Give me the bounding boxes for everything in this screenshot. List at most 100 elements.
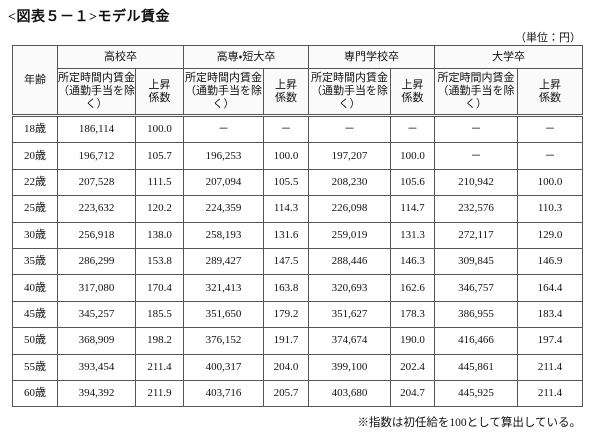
header-line: （通勤手当を除く） xyxy=(185,85,262,110)
value-cell: 445,925 xyxy=(434,379,518,408)
value-cell: 289,427 xyxy=(183,247,264,276)
value-cell: 416,466 xyxy=(434,327,518,355)
value-cell: 256,918 xyxy=(57,221,136,249)
value-cell: 399,100 xyxy=(308,353,391,381)
value-cell: 286,299 xyxy=(57,247,136,276)
value-cell: 147.5 xyxy=(263,247,309,276)
age-cell: 25歳 xyxy=(12,195,58,223)
value-cell: 131.6 xyxy=(263,221,309,249)
value-cell: 196,712 xyxy=(57,142,136,170)
header-line: 所定時間内賃金 xyxy=(437,72,515,84)
value-cell: 403,680 xyxy=(308,379,391,408)
group-header: 専門学校卒 xyxy=(308,45,435,69)
value-cell: － xyxy=(263,114,309,144)
value-cell: － xyxy=(390,114,435,144)
wage-header: 所定時間内賃金 （通勤手当を除く） xyxy=(57,68,136,116)
row: 20歳 196,712 105.7 196,253 100.0 197,207 100.0 －… xyxy=(12,142,583,170)
coef-header: 上昇 係数 xyxy=(263,68,309,116)
coef-header: 上昇 係数 xyxy=(517,68,583,116)
header-line: 上昇 xyxy=(401,78,424,91)
value-cell: 345,257 xyxy=(57,300,136,329)
wage-table: 年齢 高校卒 高専・短大卒 専門学校卒 大学卒 所定時間内賃金 （通勤手当を除く） 上昇 係数… xyxy=(12,45,583,408)
header-line: 係数 xyxy=(539,91,561,104)
value-cell: － xyxy=(517,114,583,144)
row: 40歳 317,080 170.4 321,413 163.8 320,693 162.6 3… xyxy=(12,274,583,302)
value-cell: 153.8 xyxy=(135,247,184,276)
value-cell: 351,650 xyxy=(183,300,264,329)
value-cell: － xyxy=(308,114,391,144)
value-cell: 100.0 xyxy=(263,142,309,170)
value-cell: 309,845 xyxy=(434,247,518,276)
value-cell: 197.4 xyxy=(517,327,583,355)
value-cell: 202.4 xyxy=(390,353,435,381)
age-cell: 18歳 xyxy=(12,114,58,144)
group-header: 高専・短大卒 xyxy=(183,45,309,69)
value-cell: 190.0 xyxy=(390,327,435,355)
age-cell: 55歳 xyxy=(12,353,58,381)
value-cell: 288,446 xyxy=(308,247,391,276)
value-cell: 445,861 xyxy=(434,353,518,381)
value-cell: 105.5 xyxy=(263,168,309,197)
value-cell: 400,317 xyxy=(183,353,264,381)
value-cell: 197,207 xyxy=(308,142,391,170)
value-cell: － xyxy=(517,142,583,170)
value-cell: 386,955 xyxy=(434,300,518,329)
value-cell: 208,230 xyxy=(308,168,391,197)
value-cell: 258,193 xyxy=(183,221,264,249)
age-header: 年齢 xyxy=(12,45,58,116)
header-line: 所定時間内賃金 xyxy=(185,72,262,84)
value-cell: 163.8 xyxy=(263,274,309,302)
value-cell: 346,757 xyxy=(434,274,518,302)
header-line: 上昇 xyxy=(148,78,171,91)
row: 35歳 286,299 153.8 289,427 147.5 288,446 146.3 3… xyxy=(12,247,583,276)
group-header: 高校卒 xyxy=(57,45,184,69)
value-cell: 211.4 xyxy=(517,353,583,381)
row: 45歳 345,257 185.5 351,650 179.2 351,627 178.3 3… xyxy=(12,300,583,329)
value-cell: 185.5 xyxy=(135,300,184,329)
value-cell: 129.0 xyxy=(517,221,583,249)
value-cell: 131.3 xyxy=(390,221,435,249)
value-cell: 183.4 xyxy=(517,300,583,329)
value-cell: 100.0 xyxy=(135,114,184,144)
value-cell: 162.6 xyxy=(390,274,435,302)
value-cell: － xyxy=(434,114,518,144)
value-cell: 211.9 xyxy=(135,379,184,408)
header-line: 係数 xyxy=(148,91,171,104)
value-cell: － xyxy=(434,142,518,170)
header-line: 所定時間内賃金 xyxy=(311,72,388,84)
value-cell: 351,627 xyxy=(308,300,391,329)
value-cell: 374,674 xyxy=(308,327,391,355)
age-cell: 35歳 xyxy=(12,247,58,276)
age-cell: 45歳 xyxy=(12,300,58,329)
value-cell: 272,117 xyxy=(434,221,518,249)
value-cell: 211.4 xyxy=(517,379,583,408)
value-cell: 321,413 xyxy=(183,274,264,302)
header-line: 係数 xyxy=(275,91,297,104)
age-cell: 30歳 xyxy=(12,221,58,249)
value-cell: 226,098 xyxy=(308,195,391,223)
unit: （単位：円） xyxy=(515,32,581,44)
value-cell: － xyxy=(183,114,264,144)
header-line: 所定時間内賃金 xyxy=(58,72,135,84)
value-cell: 204.0 xyxy=(263,353,309,381)
value-cell: 224,359 xyxy=(183,195,264,223)
value-cell: 368,909 xyxy=(57,327,136,355)
value-cell: 259,019 xyxy=(308,221,391,249)
value-cell: 110.3 xyxy=(517,195,583,223)
header-line: 上昇 xyxy=(275,78,297,91)
value-cell: 178.3 xyxy=(390,300,435,329)
header-line: 係数 xyxy=(401,91,424,104)
value-cell: 317,080 xyxy=(57,274,136,302)
row: 60歳 394,392 211.9 403,716 205.7 403,680 204.7 4… xyxy=(12,379,583,408)
value-cell: 207,528 xyxy=(57,168,136,197)
coef-header: 上昇 係数 xyxy=(135,68,184,116)
value-cell: 111.5 xyxy=(135,168,184,197)
value-cell: 223,632 xyxy=(57,195,136,223)
value-cell: 186,114 xyxy=(57,114,136,144)
note: ※指数は初任給を100として算出している。 xyxy=(357,417,581,429)
value-cell: 198.2 xyxy=(135,327,184,355)
header-line: （通勤手当を除く） xyxy=(58,85,135,110)
value-cell: 146.9 xyxy=(517,247,583,276)
value-cell: 100.0 xyxy=(390,142,435,170)
